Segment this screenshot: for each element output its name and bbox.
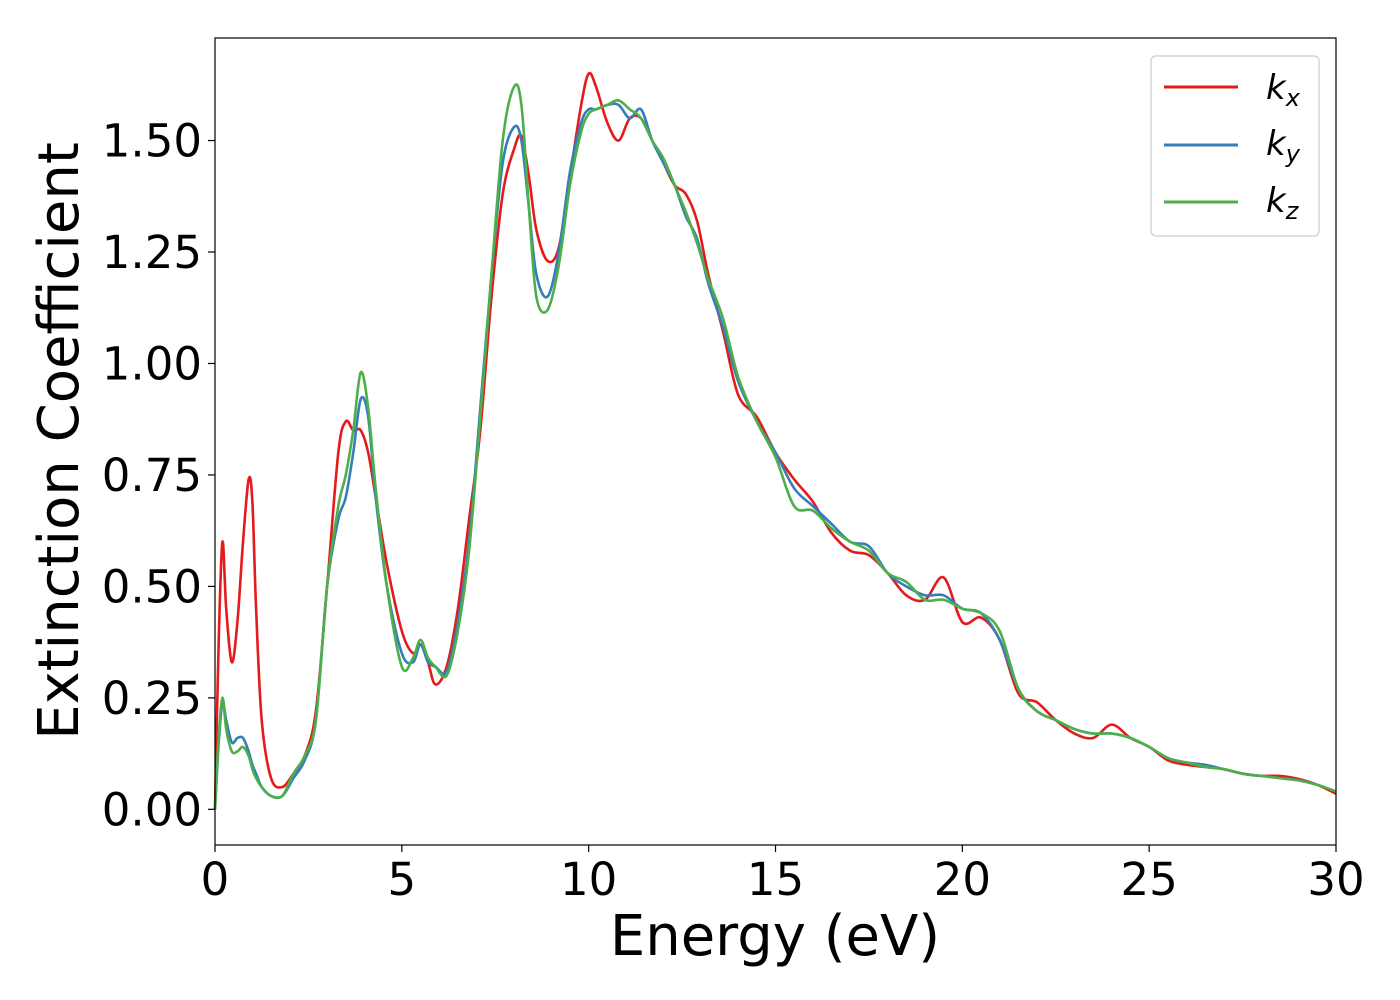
y-tick-label: 0.00 [102, 783, 202, 836]
x-ticks: 0 5 10 15 20 25 30 [201, 845, 1365, 906]
legend-label-kz: kz [1266, 181, 1300, 225]
legend-label-kx-sub: x [1285, 84, 1301, 112]
x-tick-label: 10 [560, 853, 617, 906]
x-tick-label: 20 [934, 853, 991, 906]
series-line-k-z [213, 83, 1337, 810]
y-tick-label: 0.75 [102, 449, 202, 502]
x-tick-label: 15 [747, 853, 804, 906]
y-tick-label: 0.50 [102, 560, 202, 613]
y-tick-label: 1.50 [102, 115, 202, 168]
y-ticks: 0.00 0.25 0.50 0.75 1.00 1.25 1.50 [102, 115, 215, 836]
legend-label-kz-sub: z [1285, 197, 1300, 225]
x-axis-title: Energy (eV) [610, 904, 940, 969]
y-tick-label: 1.25 [102, 226, 202, 279]
legend-label-kz-main: k [1266, 181, 1287, 221]
legend-label-ky-sub: y [1285, 140, 1301, 168]
y-tick-label: 1.00 [102, 337, 202, 390]
x-tick-label: 30 [1307, 853, 1364, 906]
legend: kx ky kz [1150, 55, 1320, 237]
x-tick-label: 0 [201, 853, 230, 906]
x-tick-label: 25 [1121, 853, 1178, 906]
legend-label-ky-main: k [1266, 124, 1287, 164]
legend-label-kx-main: k [1266, 68, 1287, 108]
y-tick-label: 0.25 [102, 672, 202, 725]
y-axis-title: Extinction Coefficient [27, 142, 92, 740]
legend-label-ky: ky [1266, 124, 1301, 168]
legend-label-kx: kx [1266, 68, 1301, 112]
series-layer [213, 71, 1337, 810]
x-tick-label: 5 [388, 853, 417, 906]
